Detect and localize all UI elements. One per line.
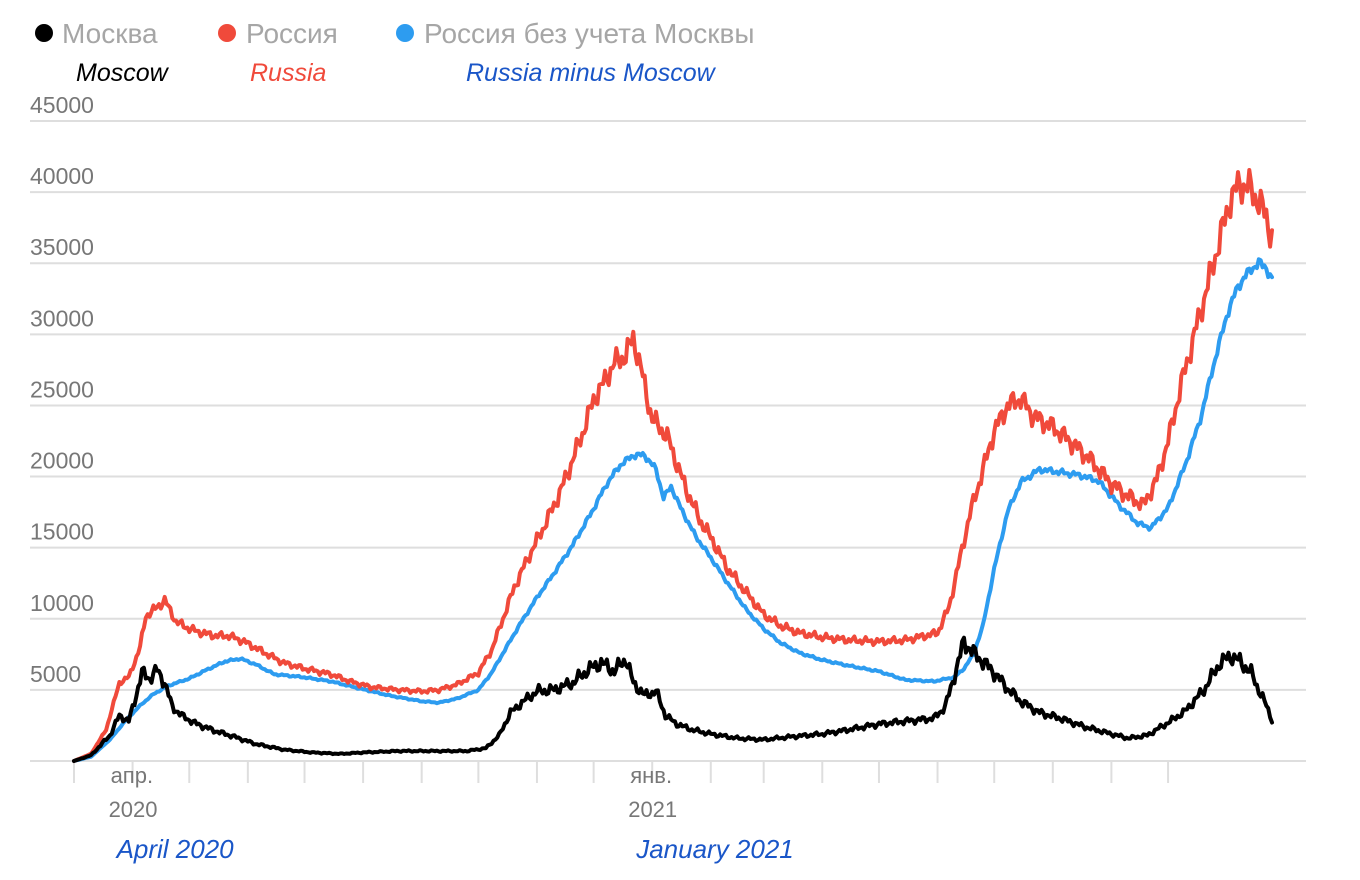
legend-english-1: Russia	[250, 59, 327, 87]
x-tick-month-0: апр.	[111, 763, 154, 788]
y-tick-label-7: 40000	[30, 163, 94, 189]
legend-english-2: Russia minus Moscow	[466, 59, 717, 87]
chart-series	[72, 168, 1274, 763]
series-line-2	[72, 257, 1274, 763]
x-tick-note-0: April 2020	[115, 834, 235, 864]
y-tick-label-1: 10000	[30, 590, 94, 616]
chart-gridlines	[30, 120, 1306, 762]
y-tick-label-4: 25000	[30, 376, 94, 402]
x-tick-year-1: 2021	[628, 797, 677, 822]
x-tick-month-1: янв.	[630, 763, 672, 788]
legend-dot-1	[218, 24, 236, 42]
x-tick-year-0: 2020	[109, 797, 158, 822]
y-axis-ticks: 5000 10000 15000 20000 25000 30000 35000 40000 4…	[30, 92, 94, 687]
x-tick-note-1: January 2021	[635, 834, 794, 864]
x-axis-ticks: апр. 2020 April 2020 янв. 2021 January 2021	[73, 761, 1170, 864]
y-tick-label-6: 35000	[30, 234, 94, 260]
legend-dot-2	[396, 24, 414, 42]
legend-label-2: Россия без учета Москвы	[424, 18, 754, 49]
legend-english-0: Moscow	[76, 59, 170, 87]
chart-legend: Москва Moscow Россия Russia Россия без учета…	[35, 18, 754, 87]
series-line-1	[72, 168, 1274, 763]
legend-label-0: Москва	[62, 18, 158, 49]
y-tick-label-5: 30000	[30, 305, 94, 331]
series-line-0	[72, 635, 1274, 763]
y-tick-label-8: 45000	[30, 92, 94, 118]
legend-dot-0	[35, 24, 53, 42]
y-tick-label-0: 5000	[30, 661, 81, 687]
y-tick-label-2: 15000	[30, 519, 94, 545]
y-tick-label-3: 20000	[30, 448, 94, 474]
legend-label-1: Россия	[246, 18, 338, 49]
